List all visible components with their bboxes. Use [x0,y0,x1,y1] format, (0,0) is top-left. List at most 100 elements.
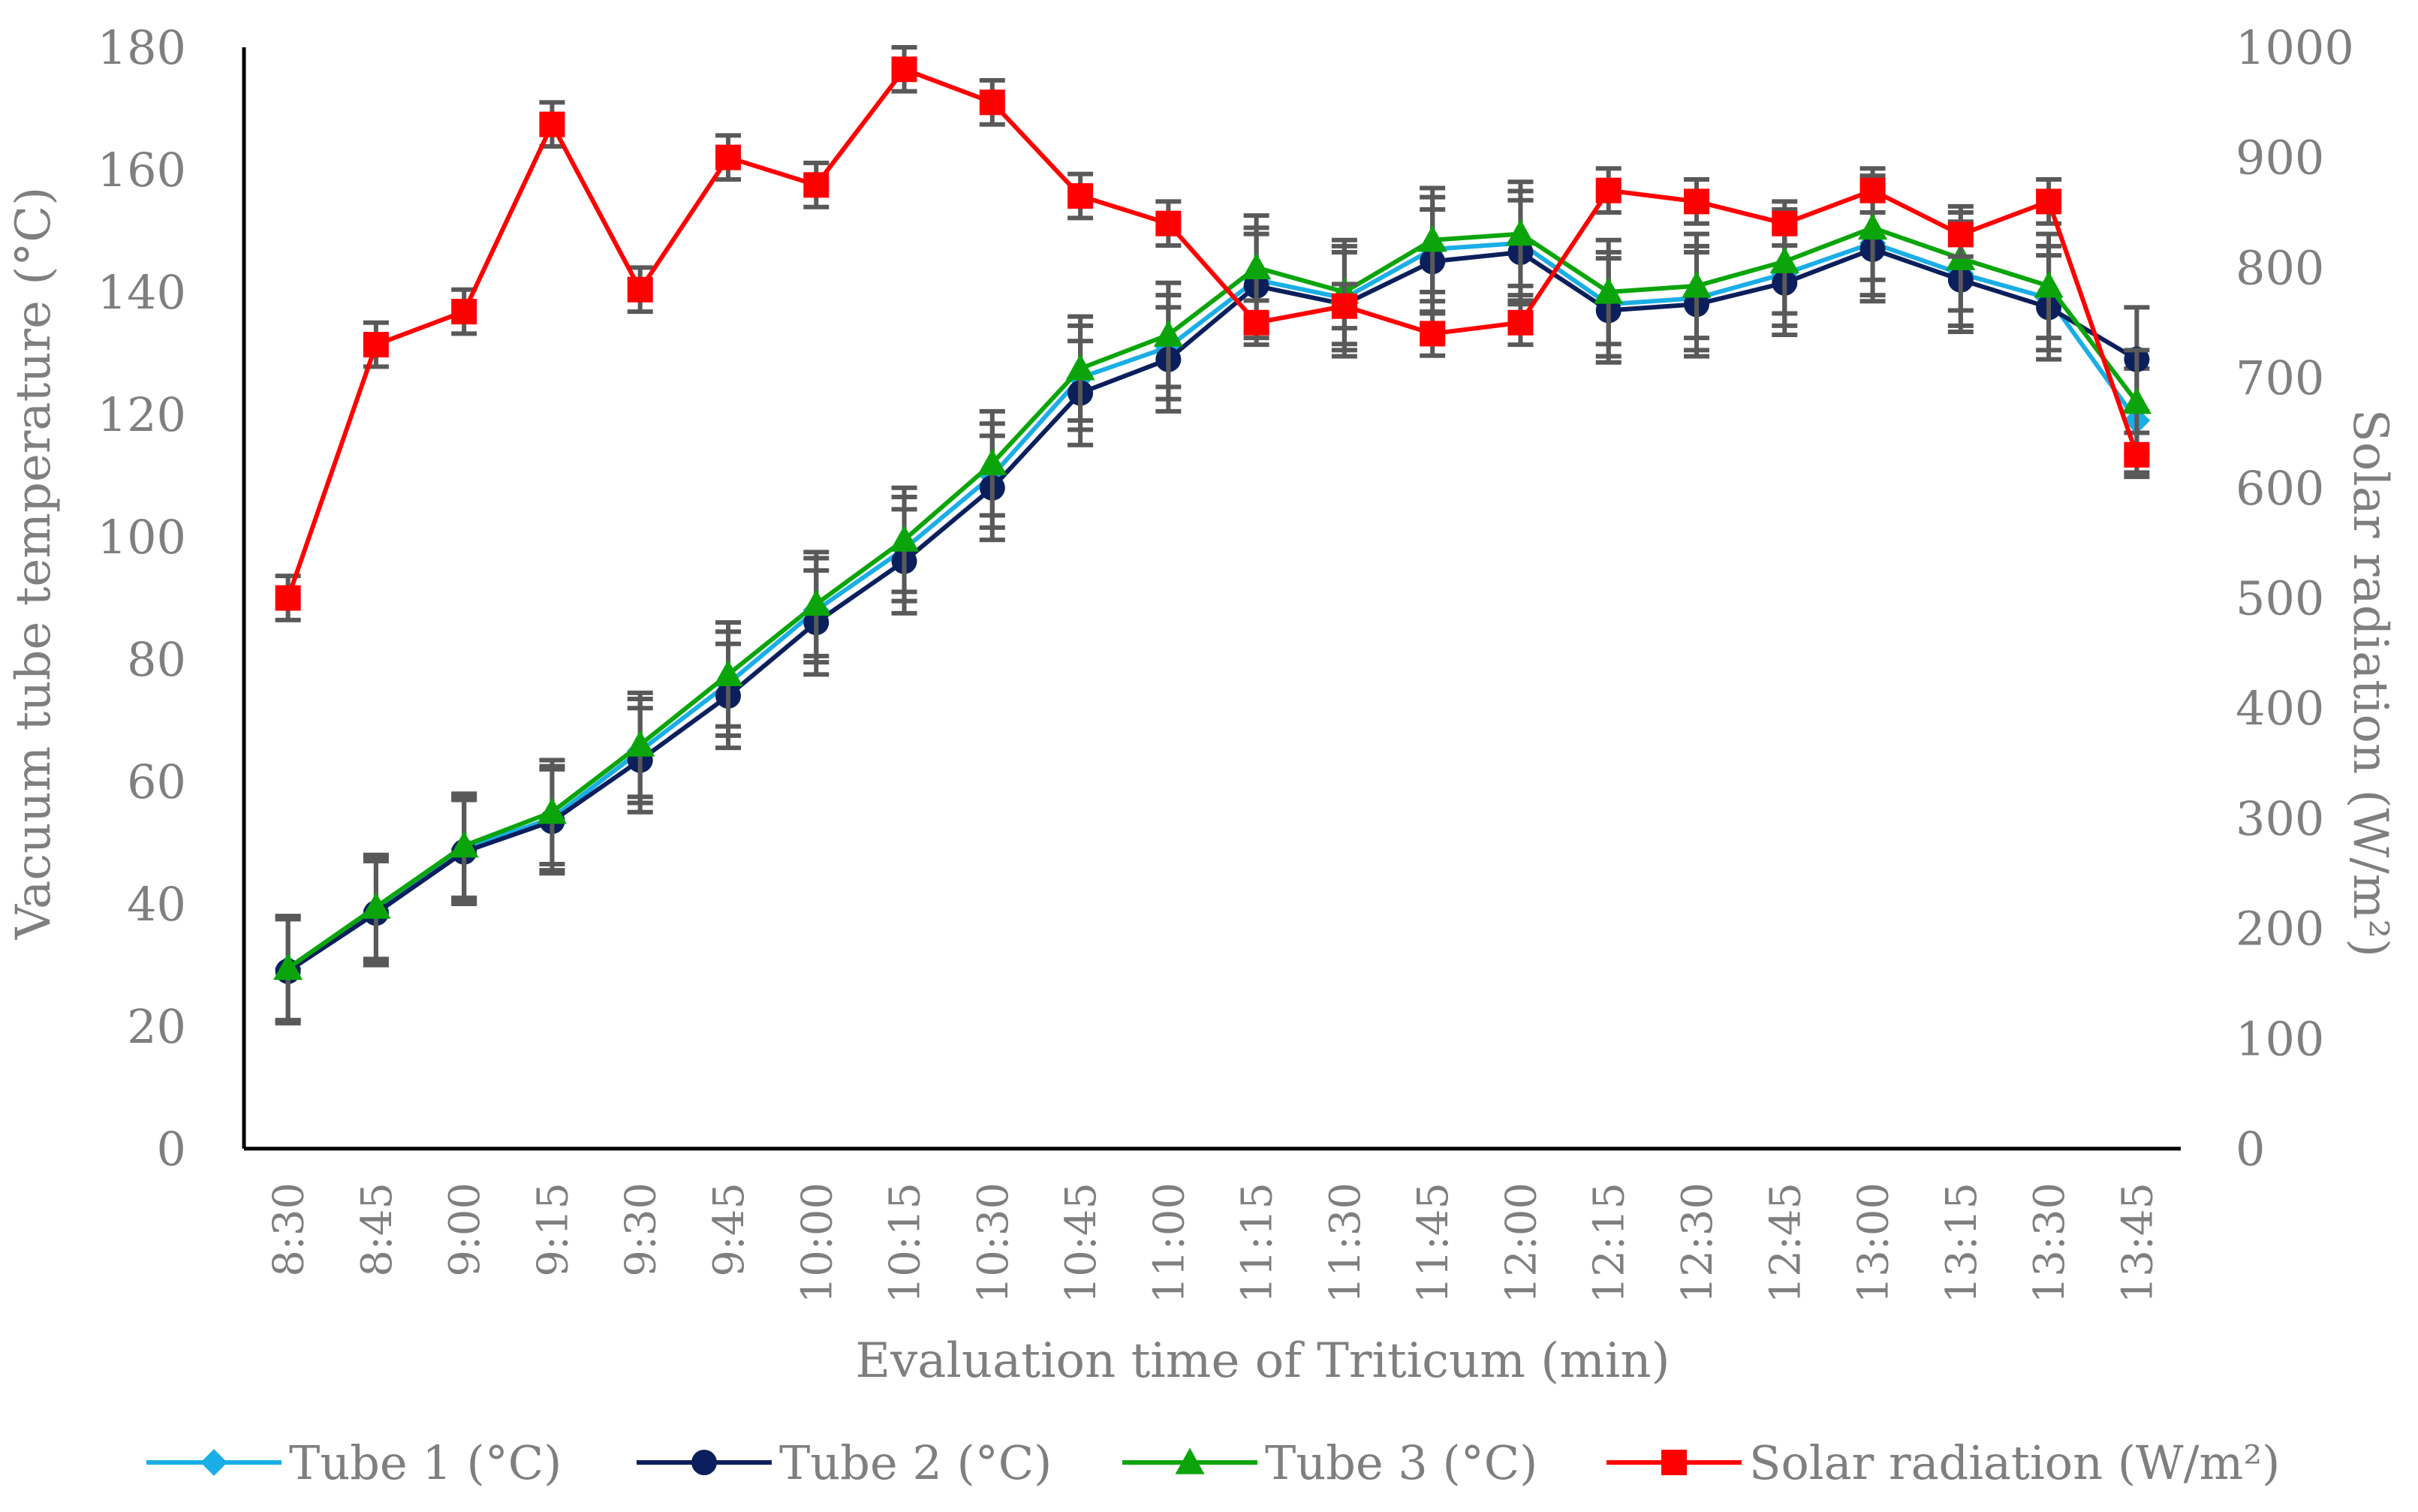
y-tick-label: 20 [127,999,186,1054]
x-tick-label: 8:45 [353,1182,402,1277]
x-axis-ticks: 8:30 8:45 9:00 9:15 9:30 9:45 10:00 10:15 10:30 1… [265,1182,2163,1303]
data-point [361,892,391,919]
x-tick-label: 10:45 [1057,1182,1106,1303]
y2-axis-label: Solar radiation (W/m²) [2342,409,2398,957]
data-point [1859,177,1886,203]
data-point [275,585,301,611]
y-tick-label: 140 [98,265,186,320]
data-point [273,953,303,980]
y2-tick-label: 500 [2236,571,2324,626]
data-point [1594,277,1624,304]
data-point [977,448,1007,475]
data-point [1947,221,1974,248]
legend-label: Tube 3 (°C) [1265,1435,1537,1490]
data-point [1153,320,1183,347]
data-point [1065,354,1095,381]
data-point [1420,321,1446,347]
y-tick-label: 180 [98,20,186,75]
data-point [801,589,831,616]
series-2 [275,194,2150,1026]
x-tick-label: 9:15 [528,1182,577,1277]
legend: Tube 1 (°C) Tube 2 (°C) Tube 3 (°C) Solar r… [146,1435,2280,1490]
left-axis-ticks: 0 20 40 60 80 100 120 140 160 180 [98,20,186,1176]
legend-marker [691,1450,717,1475]
data-point [1155,210,1182,236]
x-tick-label: 11:00 [1145,1182,1194,1303]
legend-label: Solar radiation (W/m²) [1749,1435,2280,1490]
data-point [449,831,479,858]
data-point [1417,225,1447,252]
x-tick-label: 9:30 [617,1182,666,1277]
legend-marker [200,1449,227,1476]
y2-tick-label: 200 [2236,902,2324,956]
legend-marker [1661,1450,1687,1475]
y-axis-label: Vacuum tube temperature (°C) [6,187,62,940]
data-point [1331,293,1357,319]
y-tick-label: 0 [157,1122,186,1176]
y2-tick-label: 600 [2236,461,2324,516]
y2-tick-label: 300 [2236,791,2324,846]
legend-item: Tube 1 (°C) [146,1435,562,1490]
y-tick-label: 100 [98,510,186,565]
y2-tick-label: 400 [2236,681,2324,736]
series-line [286,225,2139,971]
x-tick-label: 12:15 [1585,1182,1634,1303]
axes [242,47,2181,1151]
data-point [715,144,741,170]
series-1 [274,188,2151,1023]
right-axis-ticks: 0 100 200 300 400 500 600 700 800 900 1000 [2236,20,2354,1176]
data-point [451,299,477,325]
data-point [1682,271,1712,298]
x-tick-label: 12:00 [1497,1182,1546,1303]
series-4 [275,45,2150,622]
x-tick-label: 11:45 [1409,1182,1458,1303]
x-tick-label: 9:45 [705,1182,754,1277]
data-point [363,332,389,358]
data-point [2121,387,2152,414]
y2-tick-label: 1000 [2236,20,2354,75]
y-tick-label: 120 [98,387,186,442]
x-tick-label: 8:30 [265,1182,314,1277]
data-point [1243,309,1269,336]
data-point [1505,219,1536,246]
y2-tick-label: 100 [2236,1011,2324,1066]
x-tick-label: 10:00 [793,1182,842,1303]
data-point [1595,177,1622,203]
x-tick-label: 13:00 [1850,1182,1899,1303]
x-tick-label: 11:30 [1321,1182,1370,1303]
data-point [1769,246,1799,273]
data-point [1242,252,1272,280]
y-tick-label: 60 [127,754,186,809]
y2-tick-label: 800 [2236,240,2324,295]
x-tick-label: 10:15 [881,1182,930,1303]
data-point [803,172,830,198]
x-tick-label: 12:45 [1761,1182,1810,1303]
y-tick-label: 40 [127,877,186,932]
x-tick-label: 10:30 [969,1182,1018,1303]
y2-tick-label: 900 [2236,131,2324,185]
y2-tick-label: 700 [2236,351,2324,405]
plot-area [273,45,2152,1026]
x-tick-label: 13:45 [2113,1182,2162,1303]
legend-marker [1175,1447,1205,1474]
series-line [286,240,2139,971]
y-tick-label: 80 [127,632,186,687]
data-point [2124,441,2150,468]
x-tick-label: 11:15 [1233,1182,1282,1303]
data-point [2034,271,2064,298]
data-point [979,89,1005,116]
legend-label: Tube 2 (°C) [779,1435,1052,1490]
legend-item: Tube 2 (°C) [637,1435,1052,1490]
data-point [1507,309,1534,336]
data-point [1684,188,1709,215]
data-point [625,730,655,757]
data-point [537,797,568,824]
data-point [627,276,653,303]
legend-item: Tube 3 (°C) [1122,1435,1537,1490]
data-point [1067,183,1094,209]
data-point [891,56,917,83]
x-axis-label: Evaluation time of Triticum (min) [855,1333,1670,1389]
legend-item: Solar radiation (W/m²) [1606,1435,2280,1490]
legend-label: Tube 1 (°C) [289,1435,562,1490]
